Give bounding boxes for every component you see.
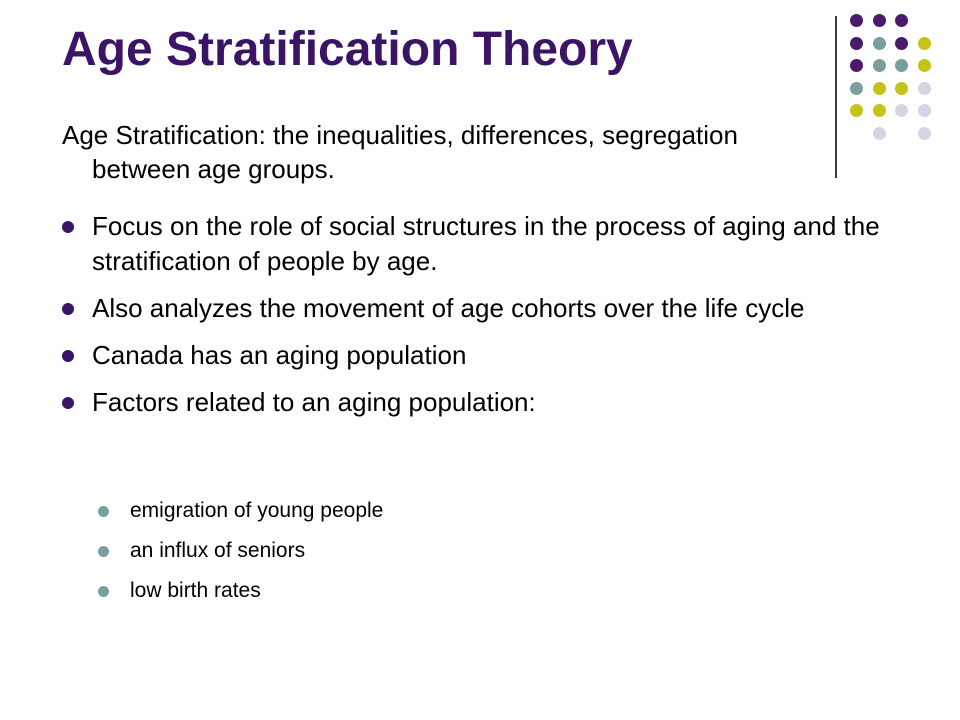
intro-definition: Age Stratification: the inequalities, di…	[62, 118, 812, 186]
sub-bullet-text: low birth rates	[130, 579, 261, 602]
decorative-dot	[895, 59, 908, 72]
decorative-dot	[872, 36, 886, 50]
decorative-dot	[850, 14, 863, 27]
bullet-dot-icon	[62, 303, 74, 315]
slide-title: Age Stratification Theory	[62, 23, 633, 76]
sub-bullet-list: emigration of young people an influx of …	[98, 497, 383, 617]
decorative-dot	[872, 14, 886, 27]
sub-bullet-text: an influx of seniors	[130, 539, 306, 562]
bullet-text: Focus on the role of social structures i…	[92, 211, 880, 276]
sub-bullet-text: emigration of young people	[130, 499, 384, 522]
bullet-item: Canada has an aging population	[62, 338, 902, 373]
bullet-item: Also analyzes the movement of age cohort…	[62, 291, 902, 326]
sub-bullet-dot-icon	[98, 546, 109, 557]
decorative-dot	[917, 81, 931, 95]
decorative-dot	[872, 59, 886, 72]
decorative-dot-grid	[850, 14, 950, 154]
decorative-dot	[850, 81, 863, 95]
main-bullet-list: Focus on the role of social structures i…	[62, 209, 902, 432]
decorative-dot	[850, 104, 863, 117]
decorative-dot	[895, 14, 908, 27]
sub-bullet-item: low birth rates	[98, 577, 383, 605]
decorative-dot	[850, 36, 863, 50]
sub-bullet-item: an influx of seniors	[98, 537, 383, 565]
decorative-dot	[917, 126, 931, 140]
decorative-dot	[895, 36, 908, 50]
decorative-dot	[872, 126, 886, 140]
sub-bullet-dot-icon	[98, 586, 109, 597]
sub-bullet-dot-icon	[98, 506, 109, 517]
bullet-dot-icon	[62, 397, 74, 409]
decorative-dot	[917, 59, 931, 72]
decorative-dot	[872, 104, 886, 117]
decorative-dot	[872, 81, 886, 95]
bullet-text: Factors related to an aging population:	[92, 387, 536, 417]
sub-bullet-item: emigration of young people	[98, 497, 383, 525]
bullet-dot-icon	[62, 350, 74, 362]
decorative-dot	[850, 59, 863, 72]
decorative-dot	[917, 104, 931, 117]
vertical-divider	[835, 16, 837, 178]
decorative-dot	[917, 36, 931, 50]
bullet-text: Canada has an aging population	[92, 340, 467, 370]
bullet-dot-icon	[62, 221, 74, 233]
intro-definition-text: : the inequalities, differences, segrega…	[92, 120, 738, 184]
bullet-item: Factors related to an aging population:	[62, 385, 902, 420]
decorative-dot	[895, 104, 908, 117]
bullet-text: Also analyzes the movement of age cohort…	[92, 293, 805, 323]
intro-term: Age Stratification	[62, 120, 259, 150]
bullet-item: Focus on the role of social structures i…	[62, 209, 902, 279]
decorative-dot	[895, 81, 908, 95]
